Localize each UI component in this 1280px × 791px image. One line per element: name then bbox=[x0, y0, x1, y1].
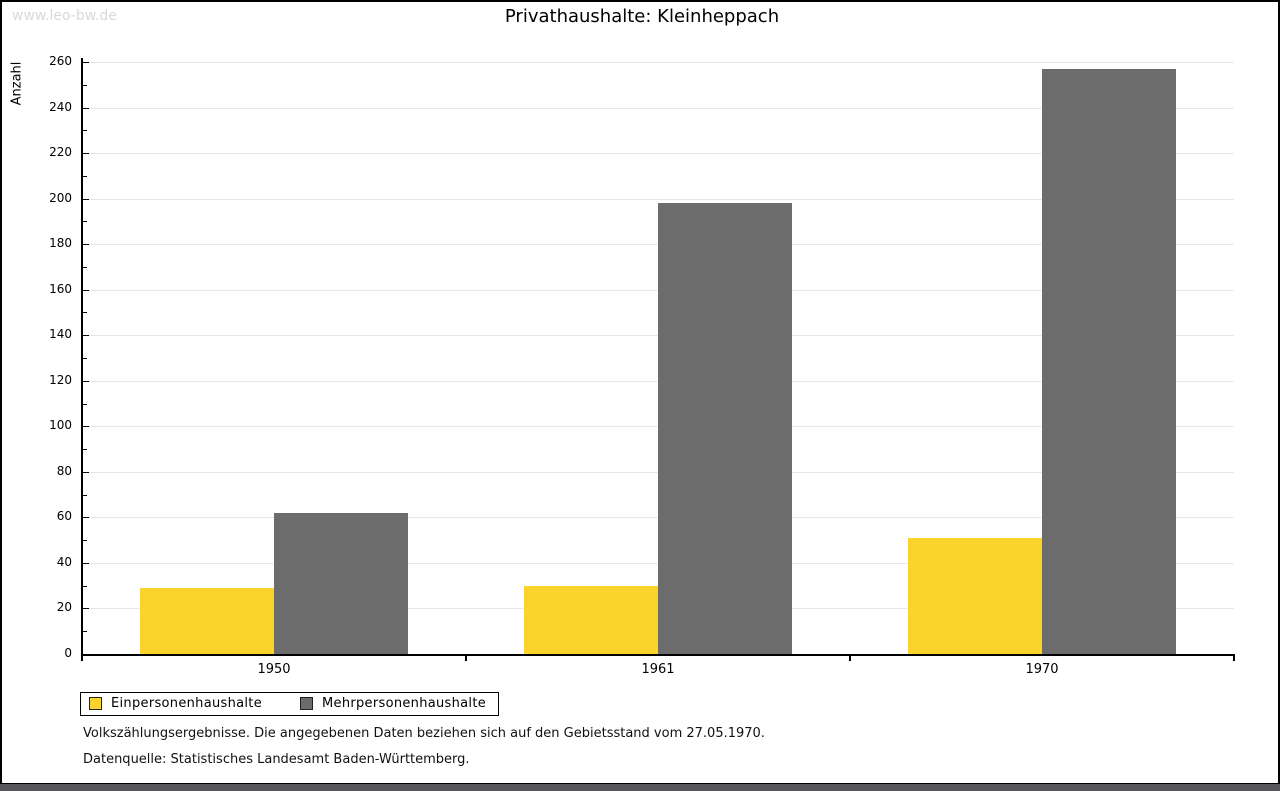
bar-einpersonen-1970 bbox=[908, 537, 1042, 654]
y-major-tick bbox=[83, 244, 89, 246]
y-minor-tick bbox=[83, 631, 87, 633]
y-minor-tick bbox=[83, 585, 87, 587]
y-tick-label: 40 bbox=[56, 554, 72, 569]
y-minor-tick bbox=[83, 494, 87, 496]
y-minor-tick bbox=[83, 84, 87, 86]
x-tick bbox=[465, 656, 467, 661]
x-axis-line bbox=[81, 654, 1235, 656]
y-minor-tick bbox=[83, 175, 87, 177]
y-tick-label: 120 bbox=[49, 372, 72, 387]
y-major-tick bbox=[83, 608, 89, 610]
gridline bbox=[84, 62, 1234, 63]
gridline bbox=[84, 107, 1234, 109]
y-major-tick bbox=[83, 198, 89, 200]
legend-entry-einpersonen: Einpersonenhaushalte bbox=[89, 696, 262, 711]
x-tick-label: 1961 bbox=[641, 662, 675, 677]
y-tick-label: 80 bbox=[56, 463, 72, 478]
legend-label: Mehrpersonenhaushalte bbox=[322, 696, 487, 711]
y-tick-label: 100 bbox=[49, 418, 72, 433]
y-tick-label: 240 bbox=[49, 99, 72, 114]
gridline bbox=[84, 153, 1234, 155]
legend-label: Einpersonenhaushalte bbox=[111, 696, 262, 711]
y-major-tick bbox=[83, 380, 89, 382]
bar-mehrpersonen-1970 bbox=[1042, 68, 1176, 654]
bar-mehrpersonen-1950 bbox=[274, 512, 408, 654]
y-tick-label: 180 bbox=[49, 236, 72, 251]
y-major-tick bbox=[83, 289, 89, 291]
y-minor-tick bbox=[83, 312, 87, 314]
legend-swatch-gray bbox=[300, 697, 313, 710]
y-minor-tick bbox=[83, 130, 87, 132]
y-tick-label: 200 bbox=[49, 190, 72, 205]
x-tick-label: 1970 bbox=[1025, 662, 1059, 677]
x-tick bbox=[849, 656, 851, 661]
window-bottom-edge bbox=[0, 784, 1280, 791]
x-tick-label: 1950 bbox=[257, 662, 291, 677]
y-major-tick bbox=[83, 562, 89, 564]
y-major-tick bbox=[83, 471, 89, 473]
y-minor-tick bbox=[83, 449, 87, 451]
y-tick-label: 220 bbox=[49, 145, 72, 160]
y-major-tick bbox=[83, 62, 89, 63]
y-minor-tick bbox=[83, 358, 87, 359]
y-major-tick bbox=[83, 153, 89, 155]
bar-einpersonen-1961 bbox=[524, 585, 658, 654]
footnote-source-1: Volkszählungsergebnisse. Die angegebenen… bbox=[83, 726, 765, 741]
y-minor-tick bbox=[83, 266, 87, 268]
y-major-tick bbox=[83, 517, 89, 519]
y-tick-label: 160 bbox=[49, 281, 72, 296]
legend-swatch-yellow bbox=[89, 697, 102, 710]
y-tick-label: 140 bbox=[49, 327, 72, 342]
x-tick bbox=[81, 656, 83, 661]
y-major-tick bbox=[83, 335, 89, 337]
y-major-tick bbox=[83, 426, 89, 428]
bar-mehrpersonen-1961 bbox=[658, 203, 792, 654]
watermark: www.leo-bw.de bbox=[12, 8, 117, 24]
y-tick-label: 0 bbox=[64, 646, 72, 660]
y-tick-label: 20 bbox=[56, 600, 72, 615]
gridline bbox=[84, 198, 1234, 200]
bar-einpersonen-1950 bbox=[140, 587, 274, 654]
y-minor-tick bbox=[83, 540, 87, 542]
y-tick-label: 60 bbox=[56, 509, 72, 524]
y-minor-tick bbox=[83, 403, 87, 405]
x-tick bbox=[1233, 656, 1235, 661]
y-tick-label: 260 bbox=[49, 54, 72, 68]
y-axis-line bbox=[81, 58, 83, 656]
chart-title: Privathaushalte: Kleinheppach bbox=[504, 6, 780, 27]
y-minor-tick bbox=[83, 221, 87, 223]
legend-entry-mehrpersonen: Mehrpersonenhaushalte bbox=[300, 696, 486, 711]
y-major-tick bbox=[83, 107, 89, 109]
legend: Einpersonenhaushalte Mehrpersonenhaushal… bbox=[80, 692, 500, 716]
footnote-source-2: Datenquelle: Statistisches Landesamt Bad… bbox=[83, 752, 470, 767]
